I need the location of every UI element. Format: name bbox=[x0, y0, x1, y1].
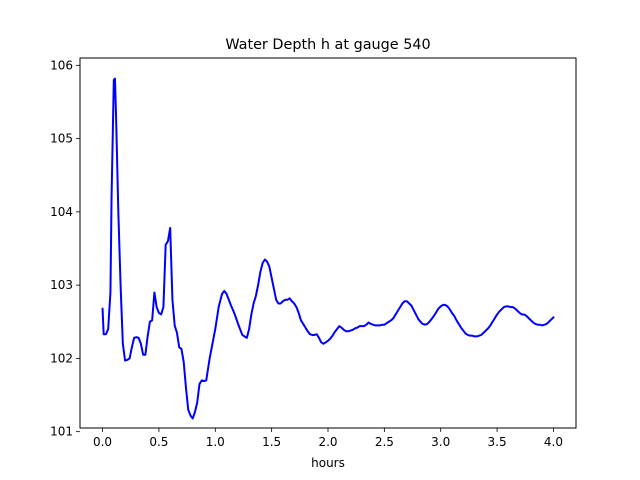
plot-area bbox=[80, 58, 576, 428]
y-tick-label: 106 bbox=[50, 58, 73, 72]
y-tick-label: 104 bbox=[50, 205, 73, 219]
x-tick-label: 0.5 bbox=[149, 435, 168, 449]
x-tick-label: 3.0 bbox=[431, 435, 450, 449]
x-tick-label: 2.0 bbox=[318, 435, 337, 449]
y-tick-label: 105 bbox=[50, 132, 73, 146]
y-axis-ticks: 101 102 103 104 105 106 bbox=[50, 58, 80, 439]
y-tick-label: 101 bbox=[50, 425, 73, 439]
x-tick-label: 1.0 bbox=[206, 435, 225, 449]
x-tick-label: 1.5 bbox=[262, 435, 281, 449]
x-tick-label: 2.5 bbox=[375, 435, 394, 449]
chart-title: Water Depth h at gauge 540 bbox=[225, 37, 430, 53]
x-tick-label: 4.0 bbox=[544, 435, 563, 449]
x-axis-ticks: 0.0 0.5 1.0 1.5 2.0 2.5 3.0 3.5 4.0 bbox=[93, 428, 563, 449]
series-line-water-depth bbox=[101, 77, 555, 420]
x-tick-label: 0.0 bbox=[93, 435, 112, 449]
y-tick-label: 103 bbox=[50, 278, 73, 292]
x-axis-label: hours bbox=[311, 456, 345, 470]
y-tick-label: 102 bbox=[50, 351, 73, 365]
x-tick-label: 3.5 bbox=[488, 435, 507, 449]
